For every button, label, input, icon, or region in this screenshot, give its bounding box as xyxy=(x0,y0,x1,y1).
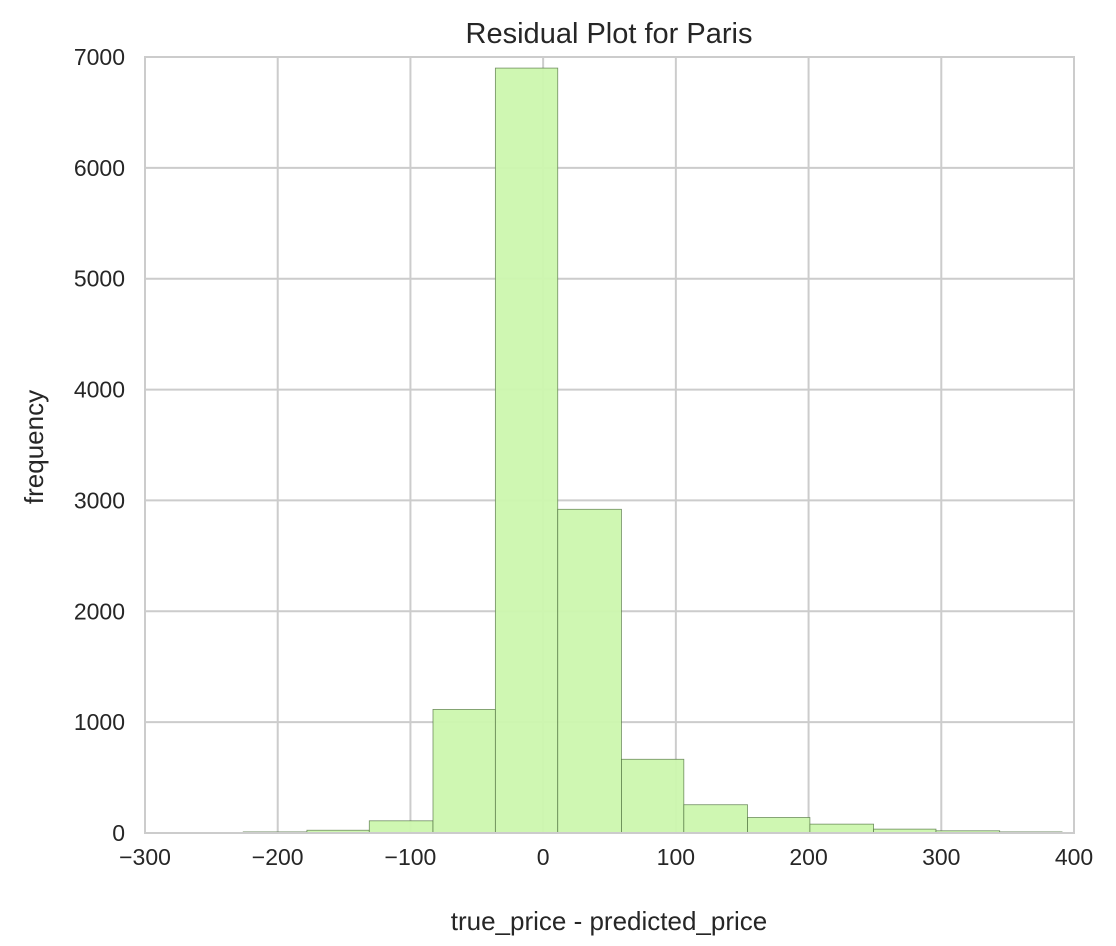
x-tick-label: −300 xyxy=(119,844,171,870)
y-tick-label: 3000 xyxy=(74,487,125,513)
plot-frame xyxy=(144,56,1075,834)
grid-lines xyxy=(144,56,1075,834)
x-tick-label: −100 xyxy=(385,844,437,870)
histogram-bar xyxy=(432,708,496,834)
x-axis-label: true_price - predicted_price xyxy=(451,906,768,936)
x-tick-label: −200 xyxy=(252,844,304,870)
y-axis-label: frequency xyxy=(19,390,49,504)
x-tick-label: 0 xyxy=(537,844,550,870)
x-tick-label: 200 xyxy=(789,844,827,870)
y-tick-label: 5000 xyxy=(74,266,125,292)
x-tick-labels: −300 −200 −100 0 100 200 300 400 xyxy=(119,844,1093,870)
histogram-bar xyxy=(747,817,811,834)
y-tick-label: 0 xyxy=(112,820,125,846)
histogram-bar xyxy=(557,508,622,834)
histogram-bar xyxy=(494,67,559,834)
chart-title: Residual Plot for Paris xyxy=(466,18,753,50)
y-tick-label: 7000 xyxy=(74,44,125,70)
x-tick-label: 100 xyxy=(657,844,695,870)
y-tick-label: 6000 xyxy=(74,155,125,181)
y-tick-labels: 0 1000 2000 3000 4000 5000 6000 7000 xyxy=(74,44,125,846)
x-tick-label: 300 xyxy=(922,844,960,870)
y-tick-label: 2000 xyxy=(74,598,125,624)
histogram-bars xyxy=(180,67,1063,834)
y-tick-label: 1000 xyxy=(74,709,125,735)
x-tick-label: 400 xyxy=(1055,844,1093,870)
histogram-bar xyxy=(809,823,875,834)
histogram-bar xyxy=(683,804,748,834)
histogram-bar xyxy=(368,820,434,834)
histogram-bar xyxy=(621,758,685,834)
y-tick-label: 4000 xyxy=(74,377,125,403)
